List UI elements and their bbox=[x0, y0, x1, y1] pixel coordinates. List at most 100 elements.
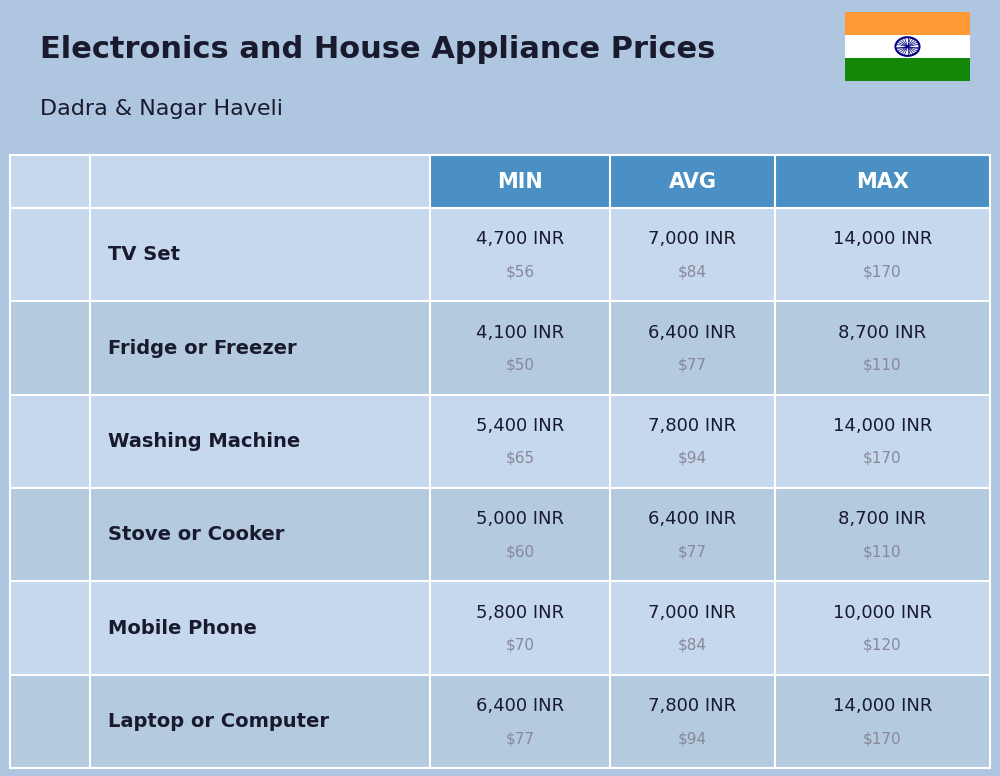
Polygon shape bbox=[46, 532, 54, 542]
Bar bbox=[28, 735, 33, 737]
Bar bbox=[63, 738, 68, 740]
Text: $56: $56 bbox=[505, 265, 535, 279]
Bar bbox=[26, 324, 74, 340]
Bar bbox=[22, 735, 27, 737]
Text: $94: $94 bbox=[678, 731, 707, 746]
Bar bbox=[52, 735, 56, 737]
FancyBboxPatch shape bbox=[26, 601, 74, 656]
Text: 6,400 INR: 6,400 INR bbox=[648, 324, 737, 341]
FancyBboxPatch shape bbox=[18, 511, 82, 559]
FancyBboxPatch shape bbox=[68, 627, 76, 633]
Text: $120: $120 bbox=[863, 638, 902, 653]
Bar bbox=[52, 738, 56, 740]
Text: $170: $170 bbox=[863, 731, 902, 746]
FancyBboxPatch shape bbox=[23, 522, 77, 552]
Bar bbox=[46, 738, 50, 740]
Bar bbox=[50, 702, 59, 726]
Text: $94: $94 bbox=[678, 451, 707, 466]
FancyBboxPatch shape bbox=[39, 618, 47, 625]
Text: AVG: AVG bbox=[668, 171, 716, 192]
FancyBboxPatch shape bbox=[39, 627, 47, 633]
FancyBboxPatch shape bbox=[17, 726, 83, 734]
FancyBboxPatch shape bbox=[58, 618, 66, 625]
Bar bbox=[19, 732, 81, 743]
Polygon shape bbox=[43, 529, 57, 544]
Text: 7,000 INR: 7,000 INR bbox=[648, 230, 736, 248]
Bar bbox=[33, 462, 36, 466]
Text: 6,400 INR: 6,400 INR bbox=[476, 697, 564, 715]
Bar bbox=[36, 246, 45, 254]
Text: $84: $84 bbox=[678, 265, 707, 279]
Bar bbox=[38, 351, 44, 364]
FancyBboxPatch shape bbox=[49, 627, 57, 633]
Bar bbox=[24, 702, 76, 726]
FancyBboxPatch shape bbox=[49, 618, 57, 625]
Text: 8,700 INR: 8,700 INR bbox=[838, 324, 927, 341]
Text: TV Set: TV Set bbox=[108, 245, 180, 264]
Bar bbox=[24, 702, 33, 726]
Text: Washing Machine: Washing Machine bbox=[108, 432, 300, 451]
Bar bbox=[40, 732, 45, 733]
Bar bbox=[24, 246, 34, 254]
Bar bbox=[45, 271, 55, 277]
Text: Stove or Cooker: Stove or Cooker bbox=[108, 525, 284, 544]
Text: $77: $77 bbox=[506, 731, 534, 746]
Bar bbox=[70, 462, 74, 466]
Text: $77: $77 bbox=[678, 545, 707, 559]
Bar bbox=[40, 738, 45, 740]
Text: $170: $170 bbox=[863, 451, 902, 466]
Bar bbox=[57, 735, 62, 737]
FancyBboxPatch shape bbox=[32, 610, 68, 648]
Bar bbox=[40, 643, 60, 645]
Bar bbox=[75, 732, 80, 733]
Bar bbox=[46, 735, 50, 737]
Bar bbox=[57, 738, 62, 740]
Bar bbox=[59, 702, 67, 726]
Bar bbox=[69, 732, 74, 733]
Text: $65: $65 bbox=[505, 451, 535, 466]
Bar bbox=[36, 255, 45, 262]
Bar bbox=[34, 738, 39, 740]
Bar bbox=[75, 738, 80, 740]
Text: 7,800 INR: 7,800 INR bbox=[648, 697, 737, 715]
Text: 14,000 INR: 14,000 INR bbox=[833, 697, 932, 715]
Text: 7,000 INR: 7,000 INR bbox=[648, 604, 736, 622]
Text: $170: $170 bbox=[863, 265, 902, 279]
FancyBboxPatch shape bbox=[17, 234, 83, 273]
Bar bbox=[75, 735, 80, 737]
Bar bbox=[38, 328, 44, 337]
Bar bbox=[67, 702, 76, 726]
Bar bbox=[52, 732, 56, 733]
Text: 14,000 INR: 14,000 INR bbox=[833, 230, 932, 248]
Text: MAX: MAX bbox=[856, 171, 909, 192]
Text: Laptop or Computer: Laptop or Computer bbox=[108, 712, 329, 731]
Text: 10,000 INR: 10,000 INR bbox=[833, 604, 932, 622]
Text: $84: $84 bbox=[678, 638, 707, 653]
Bar bbox=[63, 735, 68, 737]
Bar bbox=[26, 523, 74, 525]
Bar bbox=[46, 732, 50, 733]
Text: $70: $70 bbox=[506, 638, 534, 653]
Text: $77: $77 bbox=[678, 358, 707, 372]
Text: 6,400 INR: 6,400 INR bbox=[648, 511, 737, 528]
Text: $60: $60 bbox=[505, 545, 535, 559]
Bar bbox=[24, 255, 34, 262]
Bar bbox=[57, 732, 62, 733]
Bar bbox=[47, 462, 50, 466]
Bar bbox=[69, 738, 74, 740]
Bar bbox=[63, 732, 68, 733]
Text: 7,800 INR: 7,800 INR bbox=[648, 417, 737, 435]
Circle shape bbox=[31, 428, 69, 458]
FancyBboxPatch shape bbox=[68, 618, 76, 625]
FancyBboxPatch shape bbox=[19, 417, 81, 464]
Bar bbox=[69, 735, 74, 737]
Text: 8,700 INR: 8,700 INR bbox=[838, 511, 927, 528]
Bar bbox=[21, 419, 79, 424]
FancyBboxPatch shape bbox=[24, 323, 76, 373]
Text: 4,100 INR: 4,100 INR bbox=[476, 324, 564, 341]
FancyBboxPatch shape bbox=[58, 627, 66, 633]
Bar bbox=[40, 735, 45, 737]
Text: Electronics and House Appliance Prices: Electronics and House Appliance Prices bbox=[40, 35, 715, 64]
Text: $110: $110 bbox=[863, 358, 902, 372]
Bar bbox=[28, 732, 33, 733]
